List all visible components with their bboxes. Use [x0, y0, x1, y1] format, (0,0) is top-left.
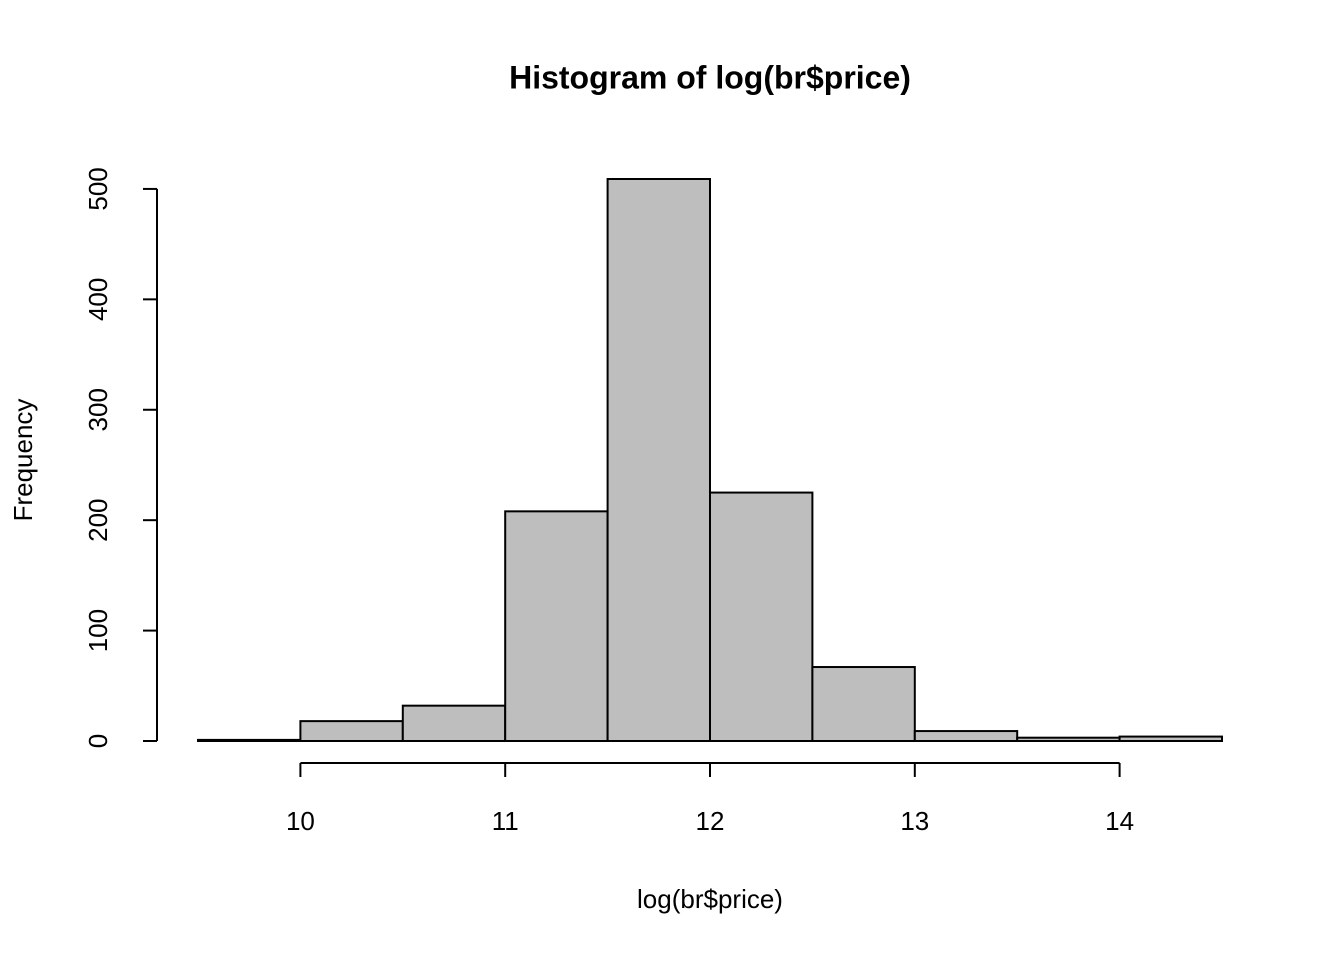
- bar: [1016, 736, 1121, 742]
- bar: [299, 720, 404, 742]
- bar: [504, 510, 609, 743]
- y-axis-label: Frequency: [8, 399, 38, 522]
- x-tick-label: 10: [286, 806, 315, 836]
- x-axis-label: log(br$price): [637, 884, 783, 914]
- bar: [606, 178, 711, 742]
- bar: [811, 666, 916, 742]
- y-tick-label: 0: [83, 734, 113, 748]
- x-tick-label: 14: [1105, 806, 1134, 836]
- y-tick-label: 100: [83, 609, 113, 652]
- y-tick-label: 500: [83, 167, 113, 210]
- bar: [1118, 735, 1223, 742]
- y-tick-label: 400: [83, 278, 113, 321]
- x-tick-label: 13: [900, 806, 929, 836]
- chart-title: Histogram of log(br$price): [509, 59, 911, 95]
- bar: [709, 491, 814, 742]
- x-tick-label: 12: [696, 806, 725, 836]
- bar: [401, 704, 507, 742]
- x-tick-label: 11: [492, 806, 519, 836]
- y-tick-label: 300: [83, 388, 113, 431]
- bar: [913, 730, 1019, 742]
- y-tick-label: 200: [83, 498, 113, 541]
- bar: [197, 738, 302, 742]
